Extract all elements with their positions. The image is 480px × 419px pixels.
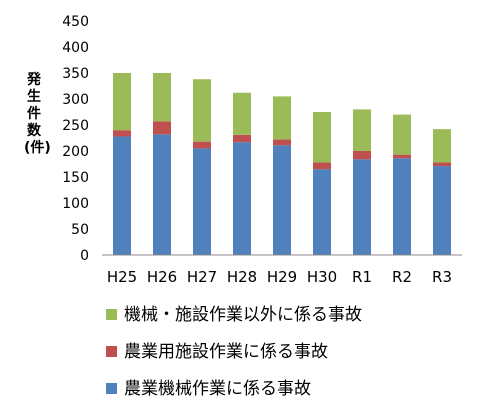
x-tick-label: R3 — [432, 268, 452, 286]
legend-label: 農業用施設作業に係る事故 — [124, 342, 328, 362]
bar-segment — [113, 136, 131, 255]
bar-segment — [233, 142, 251, 255]
bar-segment — [153, 73, 171, 122]
bar-series — [113, 73, 451, 255]
bar-segment — [393, 114, 411, 155]
bar-segment — [313, 112, 331, 163]
bar-segment — [313, 169, 331, 255]
y-tick-label: 450 — [62, 14, 89, 30]
bar-segment — [393, 158, 411, 255]
y-tick-label: 350 — [62, 66, 89, 82]
bar-segment — [353, 159, 371, 255]
x-tick-label: H28 — [227, 268, 257, 286]
y-tick-label: 150 — [62, 170, 89, 186]
bar-segment — [113, 130, 131, 137]
bar-segment — [153, 134, 171, 255]
bar-segment — [153, 121, 171, 135]
legend-swatch — [106, 346, 117, 357]
x-tick-label: H30 — [307, 268, 337, 286]
bar-segment — [193, 79, 211, 142]
bar-segment — [193, 141, 211, 149]
bar-segment — [433, 129, 451, 163]
legend-swatch — [106, 309, 117, 320]
x-tick-label: R2 — [392, 268, 412, 286]
y-tick-label: 400 — [62, 40, 89, 56]
y-tick-label: 250 — [62, 118, 89, 134]
bar-segment — [193, 148, 211, 255]
bar-segment — [273, 145, 291, 255]
x-axis-ticks: H25 H26 H27 H28 H29 H30 R1 R2 R3 — [107, 268, 452, 286]
y-tick-label: 50 — [71, 222, 89, 238]
bar-segment — [273, 139, 291, 146]
legend-label: 農業機械作業に係る事故 — [124, 379, 311, 399]
bar-segment — [273, 96, 291, 140]
x-tick-label: H29 — [267, 268, 297, 286]
bar-segment — [233, 134, 251, 143]
y-tick-label: 100 — [62, 196, 89, 212]
y-axis-ticks: 0 50 100 150 200 250 300 350 400 450 — [62, 14, 89, 264]
legend-label: 機械・施設作業以外に係る事故 — [124, 305, 362, 325]
bar-segment — [233, 92, 251, 135]
bar-segment — [113, 73, 131, 131]
x-tick-label: R1 — [352, 268, 372, 286]
legend-swatch — [106, 383, 117, 394]
bar-segment — [433, 166, 451, 255]
bar-segment — [313, 162, 331, 170]
y-tick-label: 0 — [80, 248, 89, 264]
bar-segment — [353, 151, 371, 160]
x-tick-label: H25 — [107, 268, 137, 286]
x-tick-label: H27 — [187, 268, 217, 286]
bar-segment — [433, 162, 451, 167]
y-axis-label: 発生件数(件) — [24, 72, 51, 156]
x-tick-label: H26 — [147, 268, 177, 286]
y-tick-label: 300 — [62, 92, 89, 108]
bar-segment — [353, 109, 371, 151]
bar-segment — [393, 154, 411, 159]
y-tick-label: 200 — [62, 144, 89, 160]
stacked-bar-chart: 0 50 100 150 200 250 300 350 400 450 H25 H26 H27 H28… — [62, 14, 462, 286]
